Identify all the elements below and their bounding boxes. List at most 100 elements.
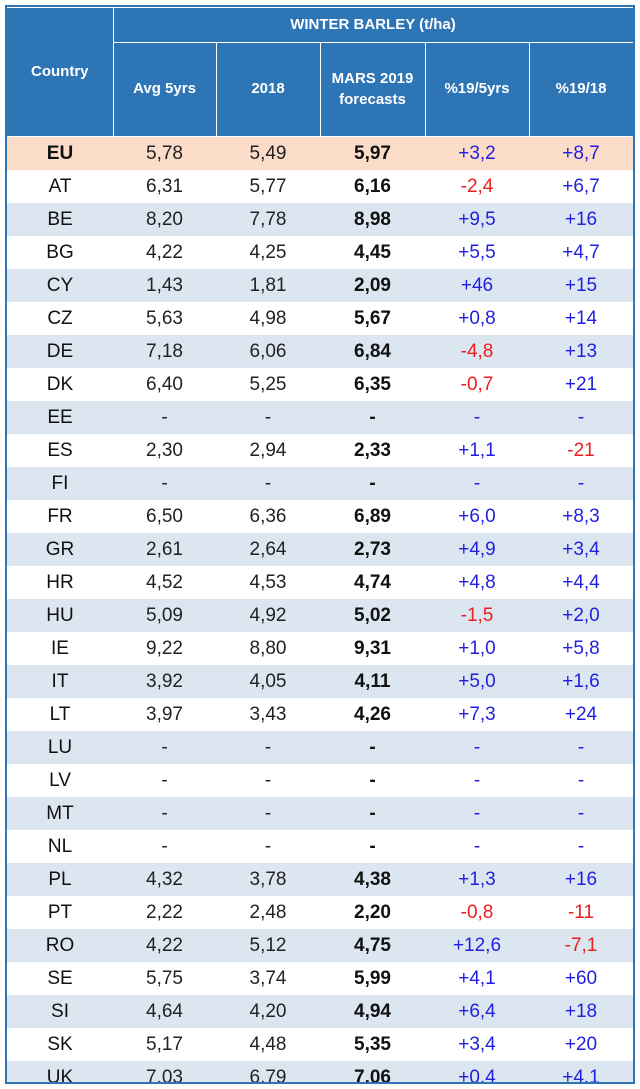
table-row: BG 4,22 4,25 4,45 +5,5 +4,7 <box>7 236 633 269</box>
table-row: ES 2,30 2,94 2,33 +1,1 -21 <box>7 434 633 467</box>
table-row: EU 5,78 5,49 5,97 +3,2 +8,7 <box>7 136 633 170</box>
pct-vs-5yrs-cell: +4,9 <box>425 533 529 566</box>
avg-5yrs-cell: 3,97 <box>146 703 183 725</box>
table-row: BE 8,20 7,78 8,98 +9,5 +16 <box>7 203 633 236</box>
table-row: IT 3,92 4,05 4,11 +5,0 +1,6 <box>7 665 633 698</box>
mars-2019-cell: 7,06 <box>320 1061 425 1082</box>
country-code-cell: PT <box>47 901 73 923</box>
country-code-cell: NL <box>47 835 73 857</box>
avg-5yrs-cell: 7,03 <box>113 1061 216 1082</box>
country-code-cell: UK <box>7 1061 113 1082</box>
pct-vs-2018-cell: +6,7 <box>562 175 600 197</box>
pct-vs-5yrs-cell: +5,0 <box>425 665 529 698</box>
year-2018-cell: 6,36 <box>249 505 287 527</box>
mars-2019-cell: 6,35 <box>354 373 391 395</box>
year-2018-cell: - <box>216 401 320 434</box>
avg-5yrs-cell: - <box>113 401 216 434</box>
table-row: SE 5,75 3,74 5,99 +4,1 +60 <box>7 962 633 995</box>
year-2018-cell: 4,25 <box>249 241 287 263</box>
pct-vs-5yrs-cell: +3,4 <box>458 1033 496 1055</box>
year-2018-cell: 2,94 <box>249 439 287 461</box>
pct-vs-2018-cell: +2,0 <box>529 599 633 632</box>
mars-2019-cell: 4,74 <box>354 571 391 593</box>
pct-vs-2018-header: %19/18 <box>528 42 633 137</box>
pct-vs-2018-cell: +21 <box>564 373 598 395</box>
pct-vs-2018-cell: +8,7 <box>529 136 633 170</box>
table-row: HR 4,52 4,53 4,74 +4,8 +4,4 <box>7 566 633 599</box>
country-code-cell: EE <box>7 401 113 434</box>
table-row: SI 4,64 4,20 4,94 +6,4 +18 <box>7 995 633 1028</box>
avg-5yrs-cell: 6,31 <box>146 175 183 197</box>
year-2018-cell: 3,74 <box>249 967 287 989</box>
pct-vs-2018-cell: +5,8 <box>562 637 600 659</box>
mars-2019-cell: 4,45 <box>354 241 391 263</box>
pct-vs-5yrs-cell: +1,1 <box>458 439 496 461</box>
mars-2019-cell: 2,20 <box>354 901 391 923</box>
year-2018-cell: - <box>216 467 320 500</box>
mars-2019-cell: - <box>320 467 425 500</box>
table-row: NL - - - - - <box>7 830 633 863</box>
country-code-cell: LV <box>49 769 71 791</box>
pct-vs-5yrs-cell: - <box>473 769 481 791</box>
pct-vs-2018-cell: -21 <box>567 439 595 461</box>
pct-vs-5yrs-cell: +1,0 <box>458 637 496 659</box>
mars-2019-cell: 4,38 <box>320 863 425 896</box>
pct-vs-5yrs-cell: - <box>425 401 529 434</box>
pct-vs-2018-cell: +20 <box>564 1033 598 1055</box>
year-2018-cell: 4,98 <box>249 307 287 329</box>
year-2018-cell: - <box>216 797 320 830</box>
crop-group-header: WINTER BARLEY (t/ha) <box>112 7 633 43</box>
pct-vs-2018-cell: +15 <box>529 269 633 302</box>
winter-barley-table: Country WINTER BARLEY (t/ha) Avg 5yrs 20… <box>7 7 633 1082</box>
table-row: SK 5,17 4,48 5,35 +3,4 +20 <box>7 1028 633 1061</box>
year-2018-cell: 5,77 <box>249 175 287 197</box>
avg-5yrs-cell: 1,43 <box>113 269 216 302</box>
table-row: MT - - - - - <box>7 797 633 830</box>
country-header: Country <box>7 7 114 137</box>
avg-5yrs-cell: 5,78 <box>113 136 216 170</box>
avg-5yrs-cell: 3,92 <box>113 665 216 698</box>
year-2018-cell: 5,49 <box>216 136 320 170</box>
pct-vs-5yrs-cell: +9,5 <box>425 203 529 236</box>
avg-5yrs-cell: 6,40 <box>146 373 183 395</box>
avg-5yrs-cell: 4,22 <box>113 929 216 962</box>
pct-vs-2018-cell: - <box>529 401 633 434</box>
pct-vs-2018-cell: -7,1 <box>529 929 633 962</box>
pct-vs-5yrs-cell: - <box>425 731 529 764</box>
pct-vs-5yrs-cell: +7,3 <box>458 703 496 725</box>
mars-2019-cell: 6,89 <box>354 505 391 527</box>
table-row: RO 4,22 5,12 4,75 +12,6 -7,1 <box>7 929 633 962</box>
avg-5yrs-cell: 2,61 <box>113 533 216 566</box>
mars-2019-cell: 5,99 <box>354 967 391 989</box>
table-body: EU 5,78 5,49 5,97 +3,2 +8,7 AT 6,31 5,77 6,16 -2,4… <box>7 136 633 1082</box>
pct-vs-5yrs-header: %19/5yrs <box>424 42 530 137</box>
table-row: FR 6,50 6,36 6,89 +6,0 +8,3 <box>7 500 633 533</box>
country-code-cell: LT <box>49 703 71 725</box>
year-2018-cell: - <box>216 731 320 764</box>
year-2018-cell: 5,12 <box>216 929 320 962</box>
year-2018-cell: 2,64 <box>216 533 320 566</box>
pct-vs-2018-cell: +4,7 <box>562 241 600 263</box>
avg-5yrs-cell: 6,50 <box>146 505 183 527</box>
mars-2019-cell: - <box>369 769 376 791</box>
year-2018-cell: 3,78 <box>216 863 320 896</box>
pct-vs-5yrs-cell: -4,8 <box>425 335 529 368</box>
mars-2019-cell: - <box>320 797 425 830</box>
pct-vs-5yrs-cell: -1,5 <box>425 599 529 632</box>
mars-2019-cell: - <box>320 401 425 434</box>
country-code-cell: SE <box>47 967 73 989</box>
country-code-cell: LU <box>7 731 113 764</box>
pct-vs-2018-cell: +8,3 <box>562 505 600 527</box>
country-code-cell: ES <box>47 439 73 461</box>
year-2018-cell: 1,81 <box>216 269 320 302</box>
country-code-cell: GR <box>7 533 113 566</box>
mars-2019-cell: 9,31 <box>354 637 391 659</box>
mars-2019-cell: 4,26 <box>354 703 391 725</box>
avg-5yrs-cell: 7,18 <box>113 335 216 368</box>
mars-2019-cell: 4,11 <box>320 665 425 698</box>
table-row: LU - - - - - <box>7 731 633 764</box>
country-code-cell: SI <box>7 995 113 1028</box>
mars-2019-cell: 4,75 <box>320 929 425 962</box>
pct-vs-2018-cell: +14 <box>564 307 598 329</box>
year-2018-cell: 3,43 <box>249 703 287 725</box>
